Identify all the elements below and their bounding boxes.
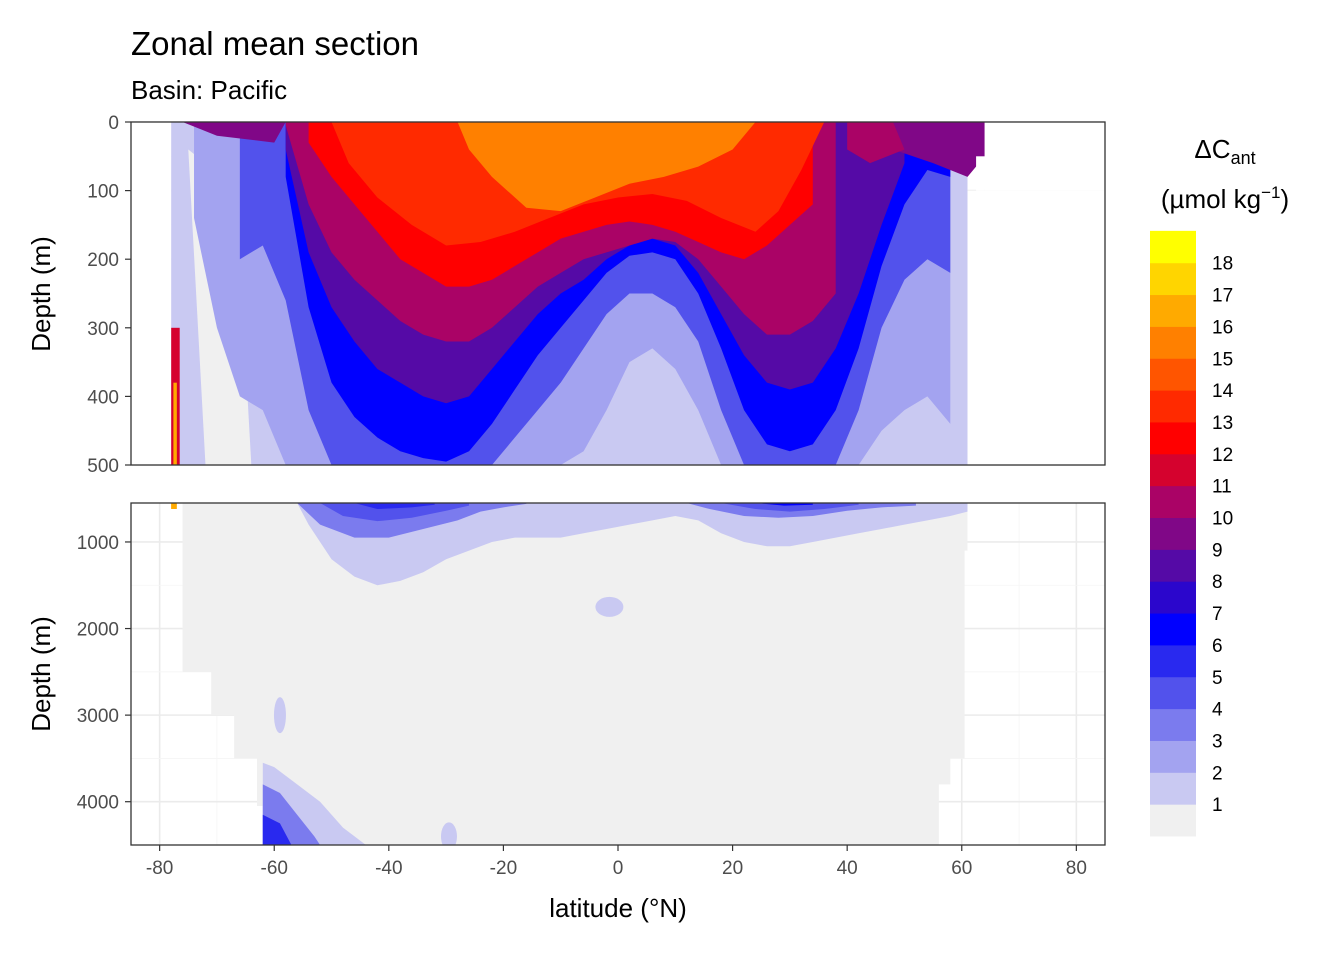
legend-key bbox=[1150, 676, 1196, 710]
legend-label: 2 bbox=[1212, 763, 1223, 784]
contour-band bbox=[847, 122, 905, 164]
legend-label: 6 bbox=[1212, 636, 1223, 657]
contour-band bbox=[297, 503, 968, 586]
color-legend: ΔCant (µmol kg−1) 1234567891011121314151… bbox=[1150, 134, 1289, 837]
x-tick-label: 40 bbox=[837, 858, 858, 879]
x-tick-label: 60 bbox=[951, 858, 972, 879]
legend-label: 16 bbox=[1212, 317, 1233, 338]
legend-key bbox=[1150, 644, 1196, 678]
no-data-area bbox=[984, 122, 1105, 191]
legend-key bbox=[1150, 485, 1196, 518]
legend-label: 15 bbox=[1212, 349, 1233, 370]
y-tick-label: 1000 bbox=[77, 533, 119, 554]
y-tick-label: 4000 bbox=[77, 793, 119, 814]
no-data-area bbox=[976, 156, 985, 191]
legend-key bbox=[1150, 613, 1196, 646]
contour-band bbox=[262, 814, 292, 845]
contour-band bbox=[595, 596, 624, 617]
no-data-area bbox=[131, 122, 172, 465]
legend-label: 12 bbox=[1212, 445, 1233, 466]
legend-units-post: ) bbox=[1280, 184, 1289, 214]
contour-band bbox=[354, 503, 435, 510]
lower-panel bbox=[130, 502, 1106, 846]
contour-band bbox=[320, 503, 470, 522]
legend-key bbox=[1150, 390, 1196, 423]
legend-label: 11 bbox=[1212, 477, 1232, 498]
contour-band bbox=[870, 122, 985, 177]
y-axis-upper: 0 100 200 300 400 500 bbox=[87, 113, 131, 477]
upper-panel-border bbox=[130, 121, 1106, 466]
legend-label: 9 bbox=[1212, 540, 1223, 561]
y-tick-label: 100 bbox=[87, 182, 119, 203]
legend-key bbox=[1150, 549, 1196, 582]
lower-field bbox=[171, 503, 968, 845]
x-axis: -80 -60 -40 -20 0 20 40 60 80 bbox=[146, 845, 1087, 879]
contour-band bbox=[182, 122, 286, 143]
y-tick-label: 300 bbox=[87, 319, 119, 340]
chart-subtitle: Basin: Pacific bbox=[131, 75, 287, 105]
legend-key bbox=[1150, 326, 1196, 359]
legend-key bbox=[1150, 262, 1196, 296]
x-tick-label: 20 bbox=[722, 858, 743, 879]
upper-panel bbox=[130, 121, 1106, 466]
legend-label: 10 bbox=[1212, 509, 1233, 530]
y-axis-lower: 1000 2000 3000 4000 bbox=[77, 533, 131, 814]
legend-label: 4 bbox=[1212, 700, 1223, 721]
legend-label: 5 bbox=[1212, 668, 1223, 689]
x-tick-label: -40 bbox=[375, 858, 402, 879]
legend-label: 7 bbox=[1212, 604, 1223, 625]
legend-key bbox=[1150, 517, 1196, 550]
legend-label: 13 bbox=[1212, 413, 1233, 434]
x-tick-label: 80 bbox=[1066, 858, 1087, 879]
legend-key bbox=[1150, 294, 1196, 327]
legend-title-units: (µmol kg−1) bbox=[1161, 183, 1289, 214]
no-data-area bbox=[967, 190, 1105, 465]
legend-key bbox=[1150, 708, 1196, 741]
contour-band bbox=[721, 503, 859, 512]
legend-key bbox=[1150, 772, 1196, 805]
legend-key bbox=[1150, 453, 1196, 487]
contour-band bbox=[457, 122, 756, 212]
y-tick-label: 400 bbox=[87, 387, 119, 408]
contour-band bbox=[171, 503, 177, 509]
legend-key bbox=[1150, 358, 1196, 391]
y-axis-title-lower: Depth (m) bbox=[26, 616, 56, 732]
legend-label: 1 bbox=[1212, 795, 1223, 816]
x-tick-label: 0 bbox=[613, 858, 624, 879]
x-tick-label: -80 bbox=[146, 858, 173, 879]
legend-label: 8 bbox=[1212, 572, 1223, 593]
chart-title: Zonal mean section bbox=[131, 25, 419, 62]
legend-label: 17 bbox=[1212, 286, 1233, 307]
legend-title-main: ΔC bbox=[1194, 134, 1230, 164]
legend-key bbox=[1150, 581, 1196, 614]
legend-label: 14 bbox=[1212, 381, 1234, 402]
legend-label: 18 bbox=[1212, 254, 1233, 275]
contour-band bbox=[173, 382, 177, 465]
y-tick-label: 3000 bbox=[77, 706, 119, 727]
legend-title-line1: ΔCant bbox=[1194, 134, 1255, 168]
y-tick-label: 0 bbox=[108, 113, 119, 134]
legend-units-sup: −1 bbox=[1261, 183, 1280, 202]
y-axis-title-upper: Depth (m) bbox=[26, 236, 56, 352]
y-tick-label: 200 bbox=[87, 250, 119, 271]
legend-title-sub: ant bbox=[1231, 148, 1256, 168]
x-tick-label: -60 bbox=[261, 858, 288, 879]
legend-label: 3 bbox=[1212, 731, 1223, 752]
x-axis-title: latitude (°N) bbox=[549, 893, 687, 923]
contour-band bbox=[273, 697, 286, 734]
legend-key bbox=[1150, 230, 1196, 264]
contour-band bbox=[440, 822, 457, 845]
contour-band bbox=[182, 503, 968, 845]
legend-key bbox=[1150, 804, 1196, 837]
upper-field bbox=[131, 122, 1105, 465]
y-tick-label: 500 bbox=[87, 456, 119, 477]
legend-key bbox=[1150, 740, 1196, 773]
y-tick-label: 2000 bbox=[77, 620, 119, 641]
x-tick-label: -20 bbox=[490, 858, 517, 879]
legend-key bbox=[1150, 421, 1196, 455]
legend-units-pre: (µmol kg bbox=[1161, 184, 1261, 214]
